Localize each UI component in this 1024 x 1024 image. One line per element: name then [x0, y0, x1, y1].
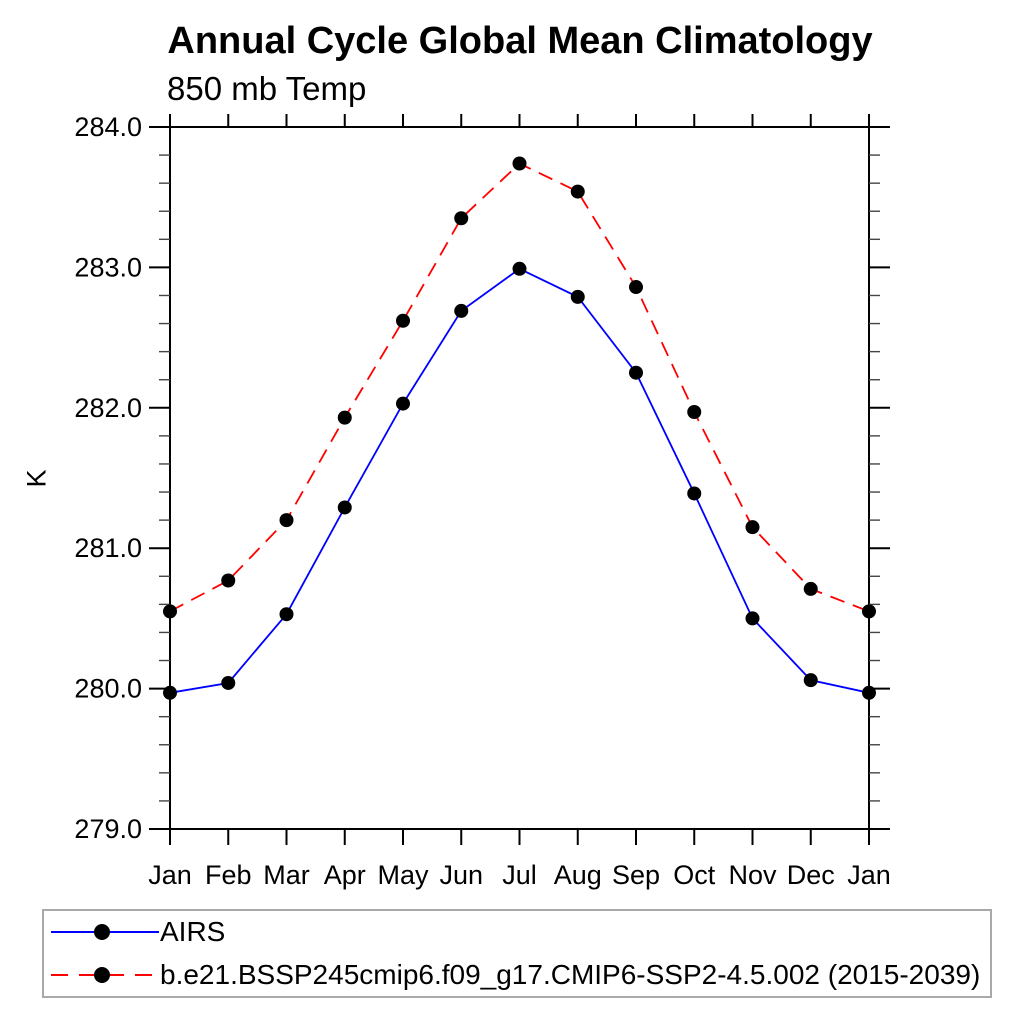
data-point-marker [570, 184, 585, 199]
x-tick-label: Mar [263, 860, 310, 890]
data-point-marker [279, 513, 294, 528]
data-point-marker [163, 685, 177, 700]
data-point-marker [512, 156, 527, 171]
data-point-marker [279, 607, 294, 622]
series-airs [163, 261, 876, 700]
y-tick-label: 284.0 [74, 112, 142, 142]
x-axis-ticks: Jan Feb Mar Apr May Jun Jul Aug Sep Oct Nov Dec Jan [148, 114, 891, 890]
legend-line-sample [51, 924, 159, 940]
data-point-marker [687, 405, 702, 420]
legend-line-sample [51, 967, 159, 983]
data-point-marker [629, 365, 643, 380]
y-tick-label: 281.0 [74, 533, 142, 563]
series-line [169, 162, 870, 613]
data-point-marker [454, 303, 469, 318]
legend-marker-dot [94, 924, 110, 940]
legend-label: AIRS [160, 916, 226, 947]
data-point-marker [862, 604, 876, 619]
x-tick-label: Sep [612, 860, 660, 890]
data-point-marker [512, 261, 527, 276]
axis-frame [169, 126, 870, 830]
x-tick-label: Jan [847, 860, 891, 890]
y-tick-label: 279.0 [74, 814, 142, 844]
data-point-marker [803, 673, 818, 688]
series-model [163, 156, 876, 619]
y-tick-label: 282.0 [74, 393, 142, 423]
y-tick-label: 283.0 [74, 252, 142, 282]
data-point-marker [687, 486, 702, 501]
data-point-marker [337, 410, 352, 425]
chart-subtitle: 850 mb Temp [167, 70, 367, 107]
legend-marker-dot [94, 967, 110, 983]
data-point-marker [396, 313, 410, 328]
x-tick-label: Oct [673, 860, 716, 890]
series-line [169, 267, 870, 694]
x-tick-label: Aug [554, 860, 602, 890]
data-point-marker [396, 396, 410, 411]
x-tick-label: Jan [148, 860, 192, 890]
data-point-marker [745, 520, 760, 535]
x-tick-label: Apr [324, 860, 366, 890]
legend-label: b.e21.BSSP245cmip6.f09_g17.CMIP6-SSP2-4.… [160, 959, 981, 990]
data-point-marker [454, 211, 469, 226]
chart-title: Annual Cycle Global Mean Climatology [167, 20, 873, 62]
x-tick-label: Nov [728, 860, 777, 890]
data-point-marker [803, 581, 818, 596]
data-point-marker [862, 685, 876, 700]
legend-box: AIRS b.e21.BSSP245cmip6.f09_g17.CMIP6-SSP… [42, 909, 992, 998]
data-point-marker [570, 289, 585, 304]
data-point-marker [629, 280, 643, 295]
x-tick-label: May [377, 860, 429, 890]
legend-item: b.e21.BSSP245cmip6.f09_g17.CMIP6-SSP2-4.… [49, 958, 990, 992]
data-point-marker [745, 611, 760, 626]
data-point-marker [337, 500, 352, 515]
legend-item: AIRS [49, 915, 990, 949]
data-point-marker [163, 604, 177, 619]
data-point-marker [221, 675, 236, 690]
x-tick-label: Feb [205, 860, 252, 890]
x-tick-label: Jun [439, 860, 483, 890]
x-tick-label: Dec [787, 860, 835, 890]
y-axis-ticks: 279.0 280.0 281.0 282.0 283.0 284.0 [74, 112, 890, 844]
x-tick-label: Jul [502, 860, 537, 890]
data-point-marker [221, 573, 236, 588]
y-tick-label: 280.0 [74, 674, 142, 704]
